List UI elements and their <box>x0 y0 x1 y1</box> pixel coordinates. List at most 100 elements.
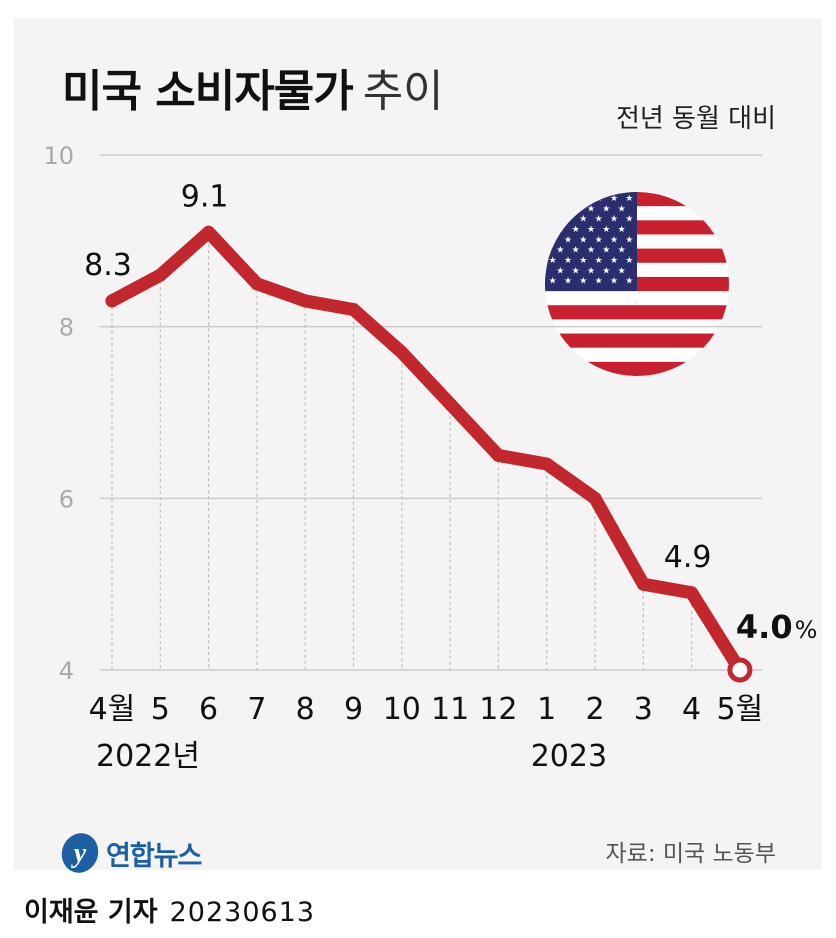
svg-text:★: ★ <box>625 235 633 245</box>
svg-text:★: ★ <box>564 215 572 225</box>
svg-text:★: ★ <box>595 256 603 266</box>
svg-text:★: ★ <box>572 266 580 276</box>
data-point <box>588 491 602 505</box>
x-tick-label: 5 <box>151 692 170 727</box>
x-tick-label: 6 <box>199 692 218 727</box>
svg-text:★: ★ <box>549 277 557 287</box>
data-point <box>347 303 360 316</box>
x-tick-label: 5월 <box>717 692 764 727</box>
svg-text:★: ★ <box>595 215 603 225</box>
svg-text:★: ★ <box>556 204 564 214</box>
svg-text:★: ★ <box>549 235 557 245</box>
source-note: 자료: 미국 노동부 <box>605 841 777 867</box>
data-point <box>636 577 650 591</box>
svg-text:★: ★ <box>610 235 618 245</box>
cpi-line <box>105 225 747 677</box>
y-tick-label: 8 <box>59 314 74 342</box>
svg-text:★: ★ <box>564 277 572 287</box>
last-value-label: 4.0% <box>736 608 818 646</box>
data-point <box>202 225 216 239</box>
svg-text:★: ★ <box>602 246 610 256</box>
svg-text:★: ★ <box>549 256 557 266</box>
x-tick-label: 4 <box>682 692 701 727</box>
svg-text:★: ★ <box>610 277 618 287</box>
svg-text:★: ★ <box>572 246 580 256</box>
svg-text:★: ★ <box>618 225 626 235</box>
publish-date: 20230613 <box>169 897 316 928</box>
svg-text:★: ★ <box>549 215 557 225</box>
svg-text:★: ★ <box>549 194 557 204</box>
logo-text: 연합뉴스 <box>106 840 202 872</box>
svg-text:★: ★ <box>587 225 595 235</box>
data-point <box>443 397 457 411</box>
byline: 이재윤 기자 20230613 <box>24 890 315 929</box>
svg-text:★: ★ <box>579 256 587 266</box>
yonhap-logo: y 연합뉴스 <box>58 828 202 878</box>
svg-text:★: ★ <box>610 215 618 225</box>
x-tick-label: 12 <box>479 692 517 727</box>
y-tick-label: 6 <box>59 485 74 513</box>
svg-text:★: ★ <box>572 225 580 235</box>
x-tick-label: 7 <box>247 692 266 727</box>
svg-text:★: ★ <box>579 194 587 204</box>
data-label: 9.1 <box>181 179 229 214</box>
svg-text:★: ★ <box>579 277 587 287</box>
svg-text:★: ★ <box>564 235 572 245</box>
last-point-marker <box>727 657 753 683</box>
data-point <box>298 294 312 308</box>
y-tick-label: 10 <box>43 142 74 170</box>
x-tick-label: 3 <box>634 692 653 727</box>
data-point <box>491 448 505 462</box>
svg-text:★: ★ <box>625 194 633 204</box>
svg-text:★: ★ <box>579 235 587 245</box>
year-label: 2022년 <box>96 739 200 774</box>
svg-text:★: ★ <box>625 256 633 266</box>
data-point <box>153 268 167 282</box>
data-label: 8.3 <box>84 248 132 283</box>
svg-text:★: ★ <box>618 204 626 214</box>
svg-text:★: ★ <box>610 194 618 204</box>
svg-text:★: ★ <box>595 235 603 245</box>
svg-text:★: ★ <box>602 266 610 276</box>
data-point <box>540 457 554 471</box>
svg-text:★: ★ <box>602 204 610 214</box>
year-label: 2023 <box>531 739 607 774</box>
svg-text:★: ★ <box>564 194 572 204</box>
yonhap-logo-icon: y <box>61 833 99 873</box>
svg-text:★: ★ <box>602 225 610 235</box>
chart-subtitle: 전년 동월 대비 <box>615 104 776 134</box>
us-flag-icon: ★ ★ ★ ★ ★ ★★ ★ ★ ★ ★★ ★ ★ ★ ★ ★★ ★ ★ ★ ★★ ★ ★ ★ ★ ★★ ★ ★ ★ ★★ ★ ★ ★ ★ ★★… <box>545 192 729 376</box>
svg-text:★: ★ <box>595 277 603 287</box>
svg-text:y: y <box>71 838 87 869</box>
svg-text:★: ★ <box>579 215 587 225</box>
data-point <box>250 277 264 291</box>
svg-text:★: ★ <box>564 256 572 266</box>
x-tick-label: 9 <box>344 692 363 727</box>
svg-text:★: ★ <box>556 246 564 256</box>
svg-text:★: ★ <box>587 246 595 256</box>
data-point <box>105 294 119 308</box>
reporter-name: 이재윤 기자 <box>24 897 158 928</box>
x-tick-label: 8 <box>296 692 315 727</box>
chart-title: 미국 소비자물가 추이 <box>62 70 444 114</box>
x-tick-label: 11 <box>431 692 469 727</box>
data-label: 4.9 <box>664 540 712 575</box>
data-point <box>685 586 699 600</box>
svg-text:★: ★ <box>625 277 633 287</box>
svg-text:★: ★ <box>610 256 618 266</box>
svg-text:★: ★ <box>595 194 603 204</box>
svg-text:★: ★ <box>587 266 595 276</box>
svg-text:★: ★ <box>618 266 626 276</box>
title-light: 추이 <box>362 66 444 117</box>
svg-text:★: ★ <box>587 204 595 214</box>
svg-text:★: ★ <box>556 225 564 235</box>
x-tick-label: 10 <box>383 692 421 727</box>
svg-text:★: ★ <box>618 246 626 256</box>
x-tick-label: 2 <box>585 692 604 727</box>
data-point <box>395 345 409 359</box>
svg-text:★: ★ <box>556 266 564 276</box>
title-bold: 미국 소비자물가 <box>62 66 354 117</box>
svg-text:★: ★ <box>572 204 580 214</box>
svg-text:★: ★ <box>625 215 633 225</box>
chart-panel: 미국 소비자물가 추이 전년 동월 대비 ★ ★ ★ ★ ★ ★ ★ ★ ★ ★ ★ ★ ★ ★ ★ ★ ★ ★ ★ ★… <box>14 18 822 873</box>
